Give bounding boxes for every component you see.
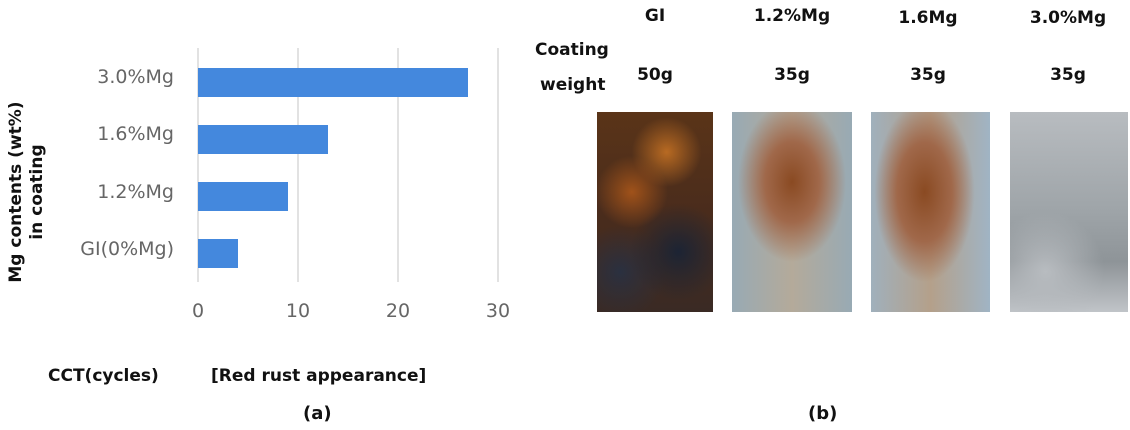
photo-1-2mg-sample: [732, 112, 852, 312]
x-tick-label: 10: [285, 300, 311, 322]
category-label: 1.6%Mg: [97, 123, 174, 145]
photo-gi-sample: [597, 112, 713, 312]
x-tick-label: 0: [191, 300, 205, 322]
sample-weight: 35g: [910, 65, 946, 85]
coating-label: Coating: [535, 40, 609, 60]
sample-weight: 35g: [774, 65, 810, 85]
category-label: 1.2%Mg: [97, 181, 174, 203]
x-axis-label: CCT(cycles): [48, 366, 159, 386]
category-label: 3.0%Mg: [97, 66, 174, 88]
photos-title: [Red rust appearance]: [211, 366, 427, 386]
bar-GI(0%Mg): [198, 239, 238, 268]
sample-weight: 35g: [1050, 65, 1086, 85]
sample-name: 1.6Mg: [898, 8, 958, 28]
sample-name: GI: [644, 6, 666, 26]
category-label: GI(0%Mg): [80, 238, 174, 260]
sample-name: 1.2%Mg: [753, 6, 831, 26]
weight-label: weight: [540, 75, 606, 95]
bar-chart: [197, 48, 499, 282]
photo-1-6mg-sample: [871, 112, 990, 312]
bar-1.6%Mg: [198, 125, 328, 154]
bar-1.2%Mg: [198, 182, 288, 211]
x-tick-label: 30: [485, 300, 511, 322]
panel-label-b: (b): [808, 403, 838, 424]
photo-3-0mg-sample: [1010, 112, 1128, 312]
x-tick-label: 20: [385, 300, 411, 322]
sample-name: 3.0%Mg: [1029, 8, 1107, 28]
sample-weight: 50g: [637, 65, 673, 85]
panel-label-a: (a): [303, 403, 332, 424]
bar-3.0%Mg: [198, 68, 468, 97]
